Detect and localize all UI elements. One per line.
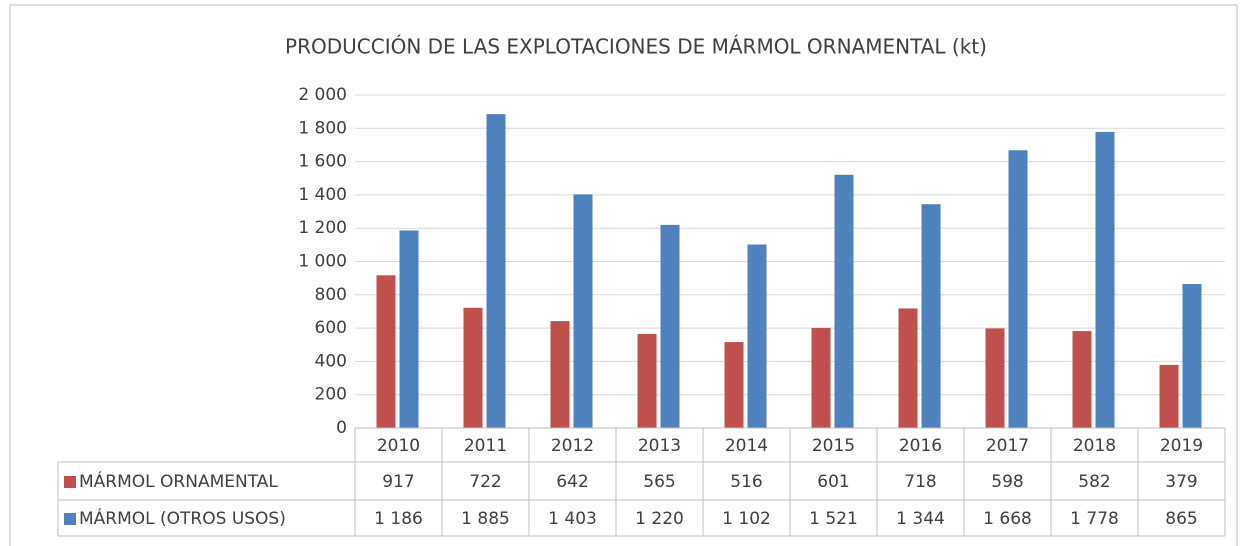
bar: [1072, 331, 1092, 428]
y-tick-label: 1 600: [298, 152, 347, 172]
chart-title: PRODUCCIÓN DE LAS EXPLOTACIONES DE MÁRMO…: [285, 35, 987, 59]
y-tick-label: 400: [315, 351, 347, 371]
bar: [834, 174, 854, 428]
bar: [1095, 131, 1115, 428]
bar: [747, 244, 767, 428]
y-tick-label: 1 000: [298, 252, 347, 272]
y-tick-label: 600: [315, 318, 347, 338]
legend-marker: [64, 476, 76, 488]
bar: [376, 275, 396, 428]
table-value: 917: [382, 472, 414, 492]
x-tick-label: 2017: [986, 436, 1029, 456]
x-tick-label: 2014: [725, 436, 768, 456]
table-value: 865: [1165, 509, 1197, 529]
y-tick-label: 2 000: [298, 85, 347, 105]
x-tick-label: 2011: [464, 436, 507, 456]
y-tick-label: 1 200: [298, 218, 347, 238]
x-tick-label: 2013: [638, 436, 681, 456]
table-value: 1 778: [1070, 509, 1119, 529]
bar: [898, 308, 918, 428]
table-value: 1 668: [983, 509, 1032, 529]
x-tick-label: 2015: [812, 436, 855, 456]
bar: [660, 224, 680, 428]
table-value: 1 403: [548, 509, 597, 529]
bar: [550, 321, 570, 428]
table-value: 565: [643, 472, 675, 492]
x-tick-label: 2016: [899, 436, 942, 456]
table-value: 598: [991, 472, 1023, 492]
chart-border: [9, 4, 1238, 546]
table-value: 601: [817, 472, 849, 492]
bar: [1008, 150, 1028, 428]
bar: [486, 114, 506, 429]
table-value: 1 102: [722, 509, 771, 529]
table-value: 1 186: [374, 509, 423, 529]
legend-label: MÁRMOL (OTROS USOS): [79, 507, 286, 529]
y-tick-label: 1 400: [298, 185, 347, 205]
table-value: 516: [730, 472, 762, 492]
bar: [637, 333, 657, 428]
y-tick-label: 0: [336, 418, 347, 438]
table-value: 718: [904, 472, 936, 492]
bar: [1182, 283, 1202, 428]
y-tick-label: 200: [315, 385, 347, 405]
table-value: 582: [1078, 472, 1110, 492]
legend-label: MÁRMOL ORNAMENTAL: [79, 470, 278, 492]
bar: [921, 204, 941, 428]
x-tick-label: 2018: [1073, 436, 1116, 456]
table-value: 1 521: [809, 509, 858, 529]
y-tick-label: 1 800: [298, 118, 347, 138]
x-tick-label: 2010: [377, 436, 420, 456]
bar: [1159, 364, 1179, 428]
table-value: 642: [556, 472, 588, 492]
x-tick-label: 2012: [551, 436, 594, 456]
table-value: 379: [1165, 472, 1197, 492]
y-tick-label: 800: [315, 285, 347, 305]
bar: [463, 307, 483, 428]
bar: [811, 327, 831, 428]
table-value: 1 885: [461, 509, 510, 529]
bar: [399, 230, 419, 428]
table-value: 722: [469, 472, 501, 492]
bar: [573, 194, 593, 428]
table-value: 1 344: [896, 509, 945, 529]
bar: [724, 342, 744, 428]
table-value: 1 220: [635, 509, 684, 529]
legend-marker: [64, 513, 76, 525]
bar: [985, 328, 1005, 428]
x-tick-label: 2019: [1160, 436, 1203, 456]
